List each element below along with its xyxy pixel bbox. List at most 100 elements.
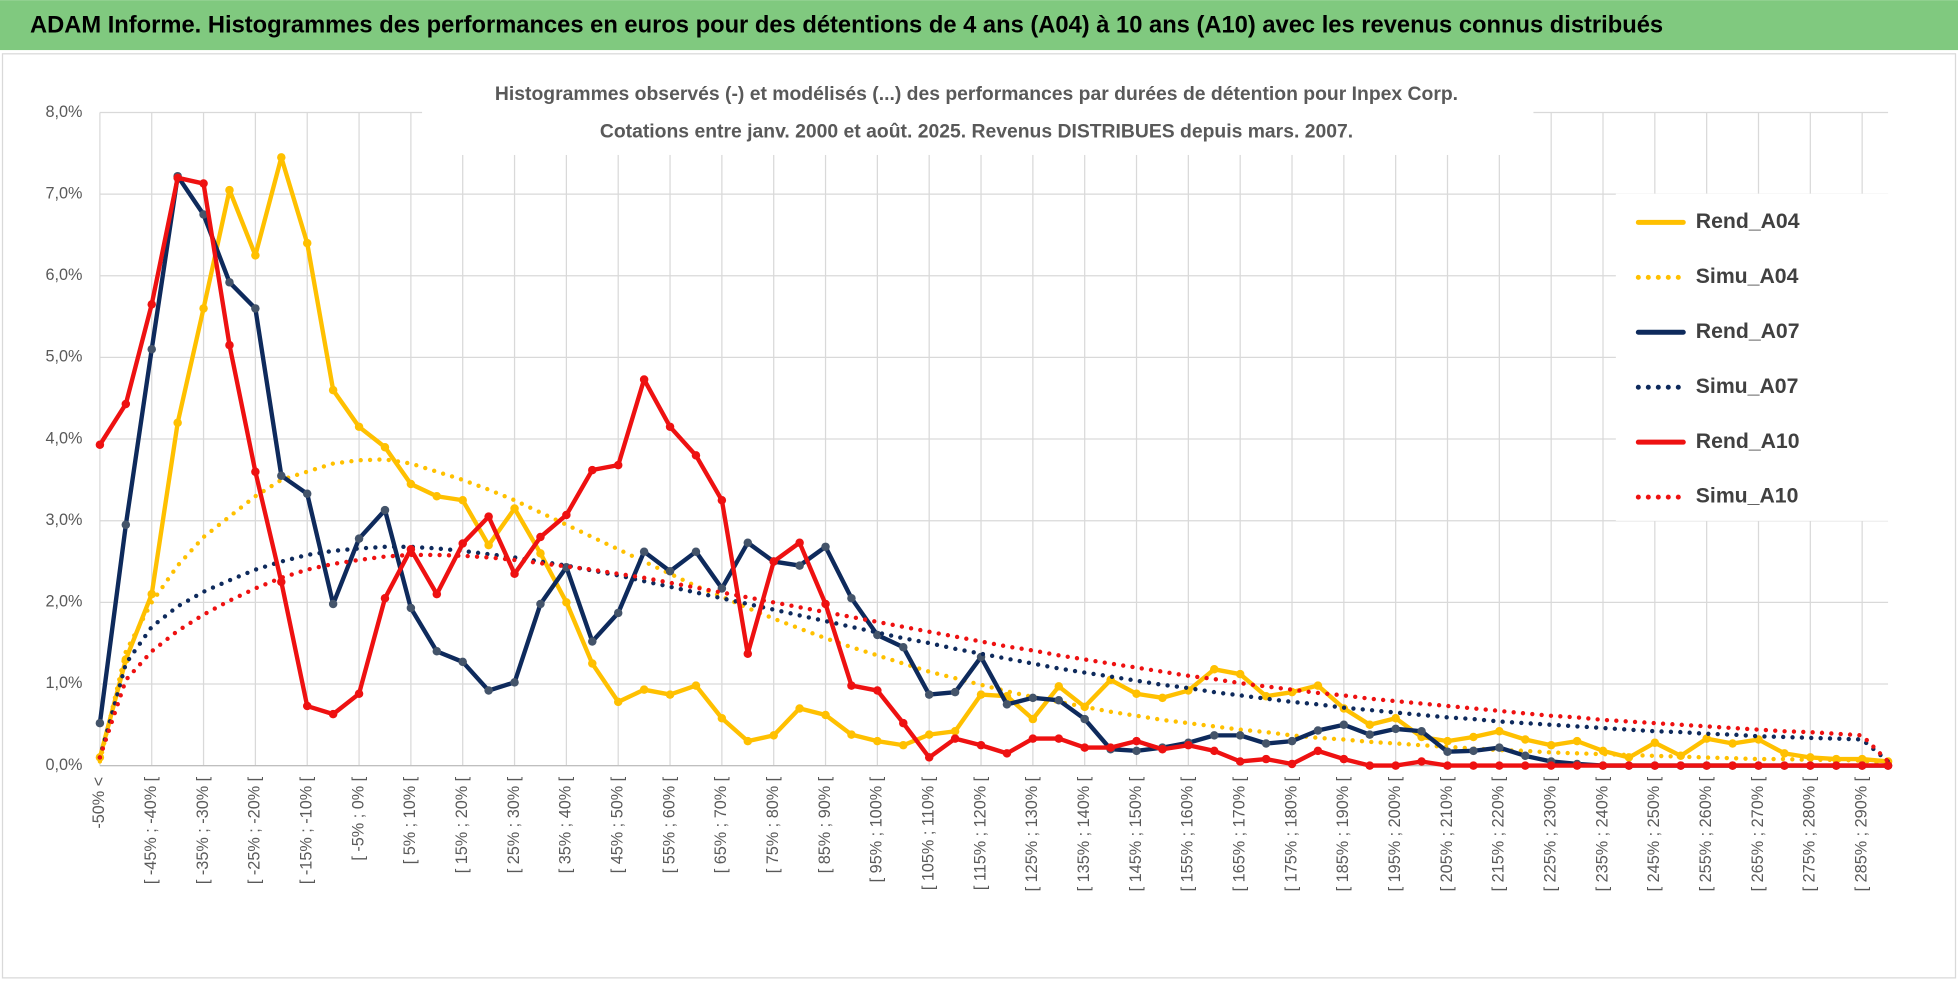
point	[873, 686, 882, 695]
point	[1391, 761, 1400, 770]
point	[484, 540, 493, 550]
chart-title: Histogrammes observés (-) et modélisés (…	[495, 83, 1458, 105]
point	[1650, 738, 1660, 747]
legend-label: Rend_A10	[1696, 430, 1800, 453]
point	[251, 251, 260, 260]
point	[199, 304, 208, 313]
point	[1806, 761, 1815, 770]
point	[225, 185, 234, 195]
legend-label: Simu_A10	[1696, 485, 1799, 508]
point	[1521, 735, 1530, 744]
x-tick-label: [ 225% ; 230% [	[1541, 776, 1559, 891]
point	[899, 740, 908, 750]
point	[225, 278, 234, 287]
point	[1080, 743, 1089, 752]
x-tick-label: [ 175% ; 180% [	[1282, 776, 1300, 891]
point	[1443, 761, 1452, 770]
point	[691, 681, 701, 690]
chart-subtitle: Cotations entre janv. 2000 et août. 2025…	[600, 121, 1353, 143]
point	[1028, 693, 1038, 703]
point	[1754, 761, 1763, 770]
point	[795, 561, 804, 570]
x-tick-label: [ 185% ; 190% [	[1334, 776, 1352, 891]
point	[1857, 761, 1867, 770]
point	[1287, 759, 1297, 769]
point	[1313, 746, 1323, 756]
point	[899, 642, 908, 652]
point	[1391, 714, 1400, 723]
observed-line	[97, 155, 1891, 764]
point	[251, 304, 260, 313]
point	[1624, 761, 1634, 770]
legend-label: Rend_A07	[1696, 320, 1800, 343]
point	[1702, 734, 1711, 743]
point	[458, 496, 467, 505]
point	[1287, 736, 1297, 746]
point	[665, 690, 675, 699]
point	[354, 689, 364, 699]
point	[1495, 761, 1504, 770]
point	[406, 545, 416, 554]
legend-label: Rend_A04	[1696, 210, 1800, 233]
legend: Rend_A04 Simu_A04 Rend_A07 Simu_A07 Rend_A10…	[1615, 193, 1897, 521]
point	[1469, 761, 1478, 770]
point	[510, 569, 519, 578]
point	[873, 630, 882, 640]
point	[665, 567, 675, 576]
point	[1572, 736, 1582, 746]
point	[588, 637, 597, 646]
point	[1339, 720, 1349, 730]
x-tick-label: [ 55% ; 60% [	[660, 776, 678, 873]
point	[302, 238, 312, 248]
header-bar	[0, 0, 1958, 51]
point	[354, 534, 364, 543]
point	[277, 471, 286, 481]
point	[1417, 757, 1426, 766]
point	[821, 542, 830, 552]
point	[1469, 732, 1478, 742]
point	[95, 440, 105, 450]
point	[1261, 754, 1271, 764]
point	[821, 599, 830, 609]
point	[950, 727, 960, 736]
point	[536, 599, 545, 609]
point	[302, 701, 312, 711]
point	[847, 593, 856, 603]
point	[1676, 761, 1685, 770]
observed-line	[97, 175, 1891, 768]
chart-border	[1, 53, 1957, 979]
point	[484, 686, 493, 695]
point	[1495, 727, 1504, 736]
point	[173, 418, 182, 427]
point	[1261, 739, 1271, 748]
point	[1235, 757, 1245, 766]
point	[1417, 727, 1426, 736]
point	[1572, 761, 1582, 770]
point	[769, 557, 778, 566]
y-tick-label: 8,0%	[45, 103, 82, 121]
point	[1883, 761, 1893, 770]
point	[1210, 746, 1219, 756]
point	[380, 593, 390, 603]
x-tick-label: [ 275% ; 280% [	[1801, 776, 1819, 891]
x-tick-label: [ 115% ; 120% [	[971, 776, 989, 890]
point	[1521, 751, 1530, 761]
point	[380, 442, 390, 452]
model-line	[97, 544, 1891, 764]
point	[1495, 743, 1504, 752]
model-line	[97, 552, 1891, 764]
x-tick-label: -50% <	[90, 777, 108, 829]
point	[1339, 754, 1349, 764]
point	[1313, 681, 1323, 690]
point	[1728, 739, 1737, 748]
point	[588, 659, 597, 668]
title-backdrop	[422, 75, 1534, 155]
y-tick-label: 5,0%	[45, 348, 82, 366]
point	[147, 345, 156, 354]
point	[1546, 761, 1556, 770]
point	[691, 547, 701, 556]
point	[1650, 761, 1660, 770]
point	[924, 730, 934, 739]
point	[639, 685, 649, 694]
